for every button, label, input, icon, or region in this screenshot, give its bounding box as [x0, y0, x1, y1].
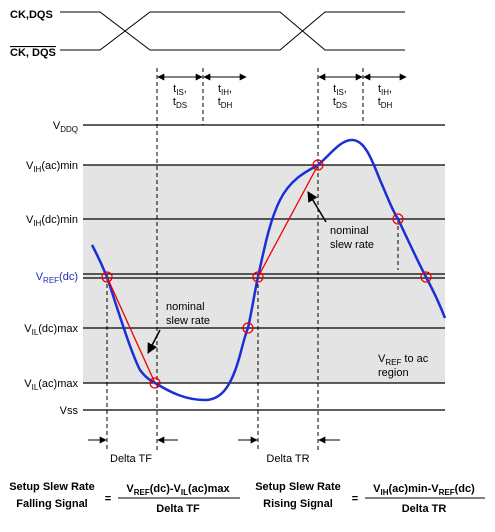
level-label: VIH(dc)min	[26, 214, 78, 228]
timing-label: tIH,	[378, 83, 392, 97]
timing-arrows	[88, 73, 407, 444]
text-part: (ac)min-V	[389, 483, 440, 495]
delta-label: Delta TR	[266, 453, 309, 465]
text-part: (ac)max	[188, 483, 230, 495]
delta-label: Delta TF	[110, 453, 152, 465]
timing-lines	[106, 68, 399, 450]
subscript: DDQ	[60, 125, 78, 134]
subscript: IH	[381, 88, 389, 97]
formula-label: Falling Signal	[16, 498, 88, 510]
timing-label: tIS,	[173, 83, 187, 97]
text-part: (dc)max	[38, 323, 78, 335]
subscript: IL	[181, 488, 188, 497]
timing-label: tDH	[218, 96, 233, 110]
text-part: V	[26, 160, 34, 172]
text-part: V	[24, 378, 32, 390]
level-label: VREF(dc)	[36, 271, 78, 285]
annotation: VREF to ac	[378, 353, 429, 367]
annotation-arrows	[147, 191, 327, 354]
subscript: DS	[176, 101, 187, 110]
numerator: VIH(ac)min-VREF(dc)	[373, 483, 475, 497]
formula-label: Setup Slew Rate	[255, 481, 341, 493]
timing-label: tIS,	[333, 83, 347, 97]
text-part: t	[218, 96, 221, 108]
text-part: V	[378, 353, 386, 365]
text-part: V	[36, 271, 44, 283]
annotation: slew rate	[330, 239, 374, 251]
annotation: nominal	[330, 225, 369, 237]
text-part: ,	[229, 83, 232, 95]
subscript: IH	[381, 488, 389, 497]
signal	[90, 138, 447, 402]
text-part: to ac	[401, 353, 428, 365]
slew-lines	[106, 164, 319, 384]
subscript: IH	[33, 219, 41, 228]
text-part: t	[378, 96, 381, 108]
level-label: Vss	[60, 405, 79, 417]
text-part: V	[26, 214, 34, 226]
annotation: region	[378, 367, 409, 379]
text-part: (dc)min	[41, 214, 78, 226]
text-part: V	[373, 483, 381, 495]
timing-label: tDS	[173, 96, 187, 110]
text-part: t	[218, 83, 221, 95]
text-part: ,	[344, 83, 347, 95]
timing-label: tIH,	[218, 83, 232, 97]
formula-label: Setup Slew Rate	[9, 481, 95, 493]
text-part: ,	[389, 83, 392, 95]
text-part: (dc)-V	[150, 483, 182, 495]
text-part: V	[53, 120, 61, 132]
level-label: VDDQ	[53, 120, 78, 134]
subscript: IS	[176, 88, 184, 97]
subscript: DS	[336, 101, 347, 110]
subscript: IL	[32, 328, 39, 337]
level-lines	[83, 124, 445, 411]
text-part: V	[24, 323, 32, 335]
subscript: IH	[33, 165, 41, 174]
subscript: DH	[381, 101, 393, 110]
crossing-points	[101, 159, 432, 389]
clock-waveforms	[60, 11, 405, 51]
annotation: nominal	[166, 301, 205, 313]
subscript: REF	[43, 276, 59, 285]
subscript: IL	[32, 383, 39, 392]
level-label: VIL(ac)max	[24, 378, 78, 392]
subscript: IS	[336, 88, 344, 97]
text-part: t	[173, 96, 176, 108]
text-part: ,	[184, 83, 187, 95]
text-part: t	[333, 83, 336, 95]
clock-inv-label: CK, DQS	[10, 47, 56, 59]
text-part: region	[378, 367, 409, 379]
text-part: V	[126, 483, 134, 495]
text-part: Vss	[60, 405, 79, 417]
subscript: REF	[134, 488, 150, 497]
level-label: VIH(ac)min	[26, 160, 78, 174]
text-part: t	[333, 96, 336, 108]
timing-label: tDH	[378, 96, 393, 110]
subscript: DH	[221, 101, 233, 110]
text-part: (ac)min	[41, 160, 78, 172]
subscript: REF	[439, 488, 455, 497]
denominator: Delta TR	[402, 503, 447, 515]
text-part: (dc)	[455, 483, 476, 495]
subscript: REF	[385, 358, 401, 367]
numerator: VREF(dc)-VIL(ac)max	[126, 483, 230, 497]
equals: =	[105, 493, 111, 505]
clock-label: CK,DQS	[10, 9, 53, 21]
text-part: (dc)	[59, 271, 78, 283]
subscript: IH	[221, 88, 229, 97]
formula-label: Rising Signal	[263, 498, 333, 510]
text-part: t	[173, 83, 176, 95]
annotation: slew rate	[166, 315, 210, 327]
text-part: t	[378, 83, 381, 95]
timing-label: tDS	[333, 96, 347, 110]
equals: =	[352, 493, 358, 505]
level-label: VIL(dc)max	[24, 323, 78, 337]
text-part: (ac)max	[38, 378, 78, 390]
denominator: Delta TF	[156, 503, 200, 515]
